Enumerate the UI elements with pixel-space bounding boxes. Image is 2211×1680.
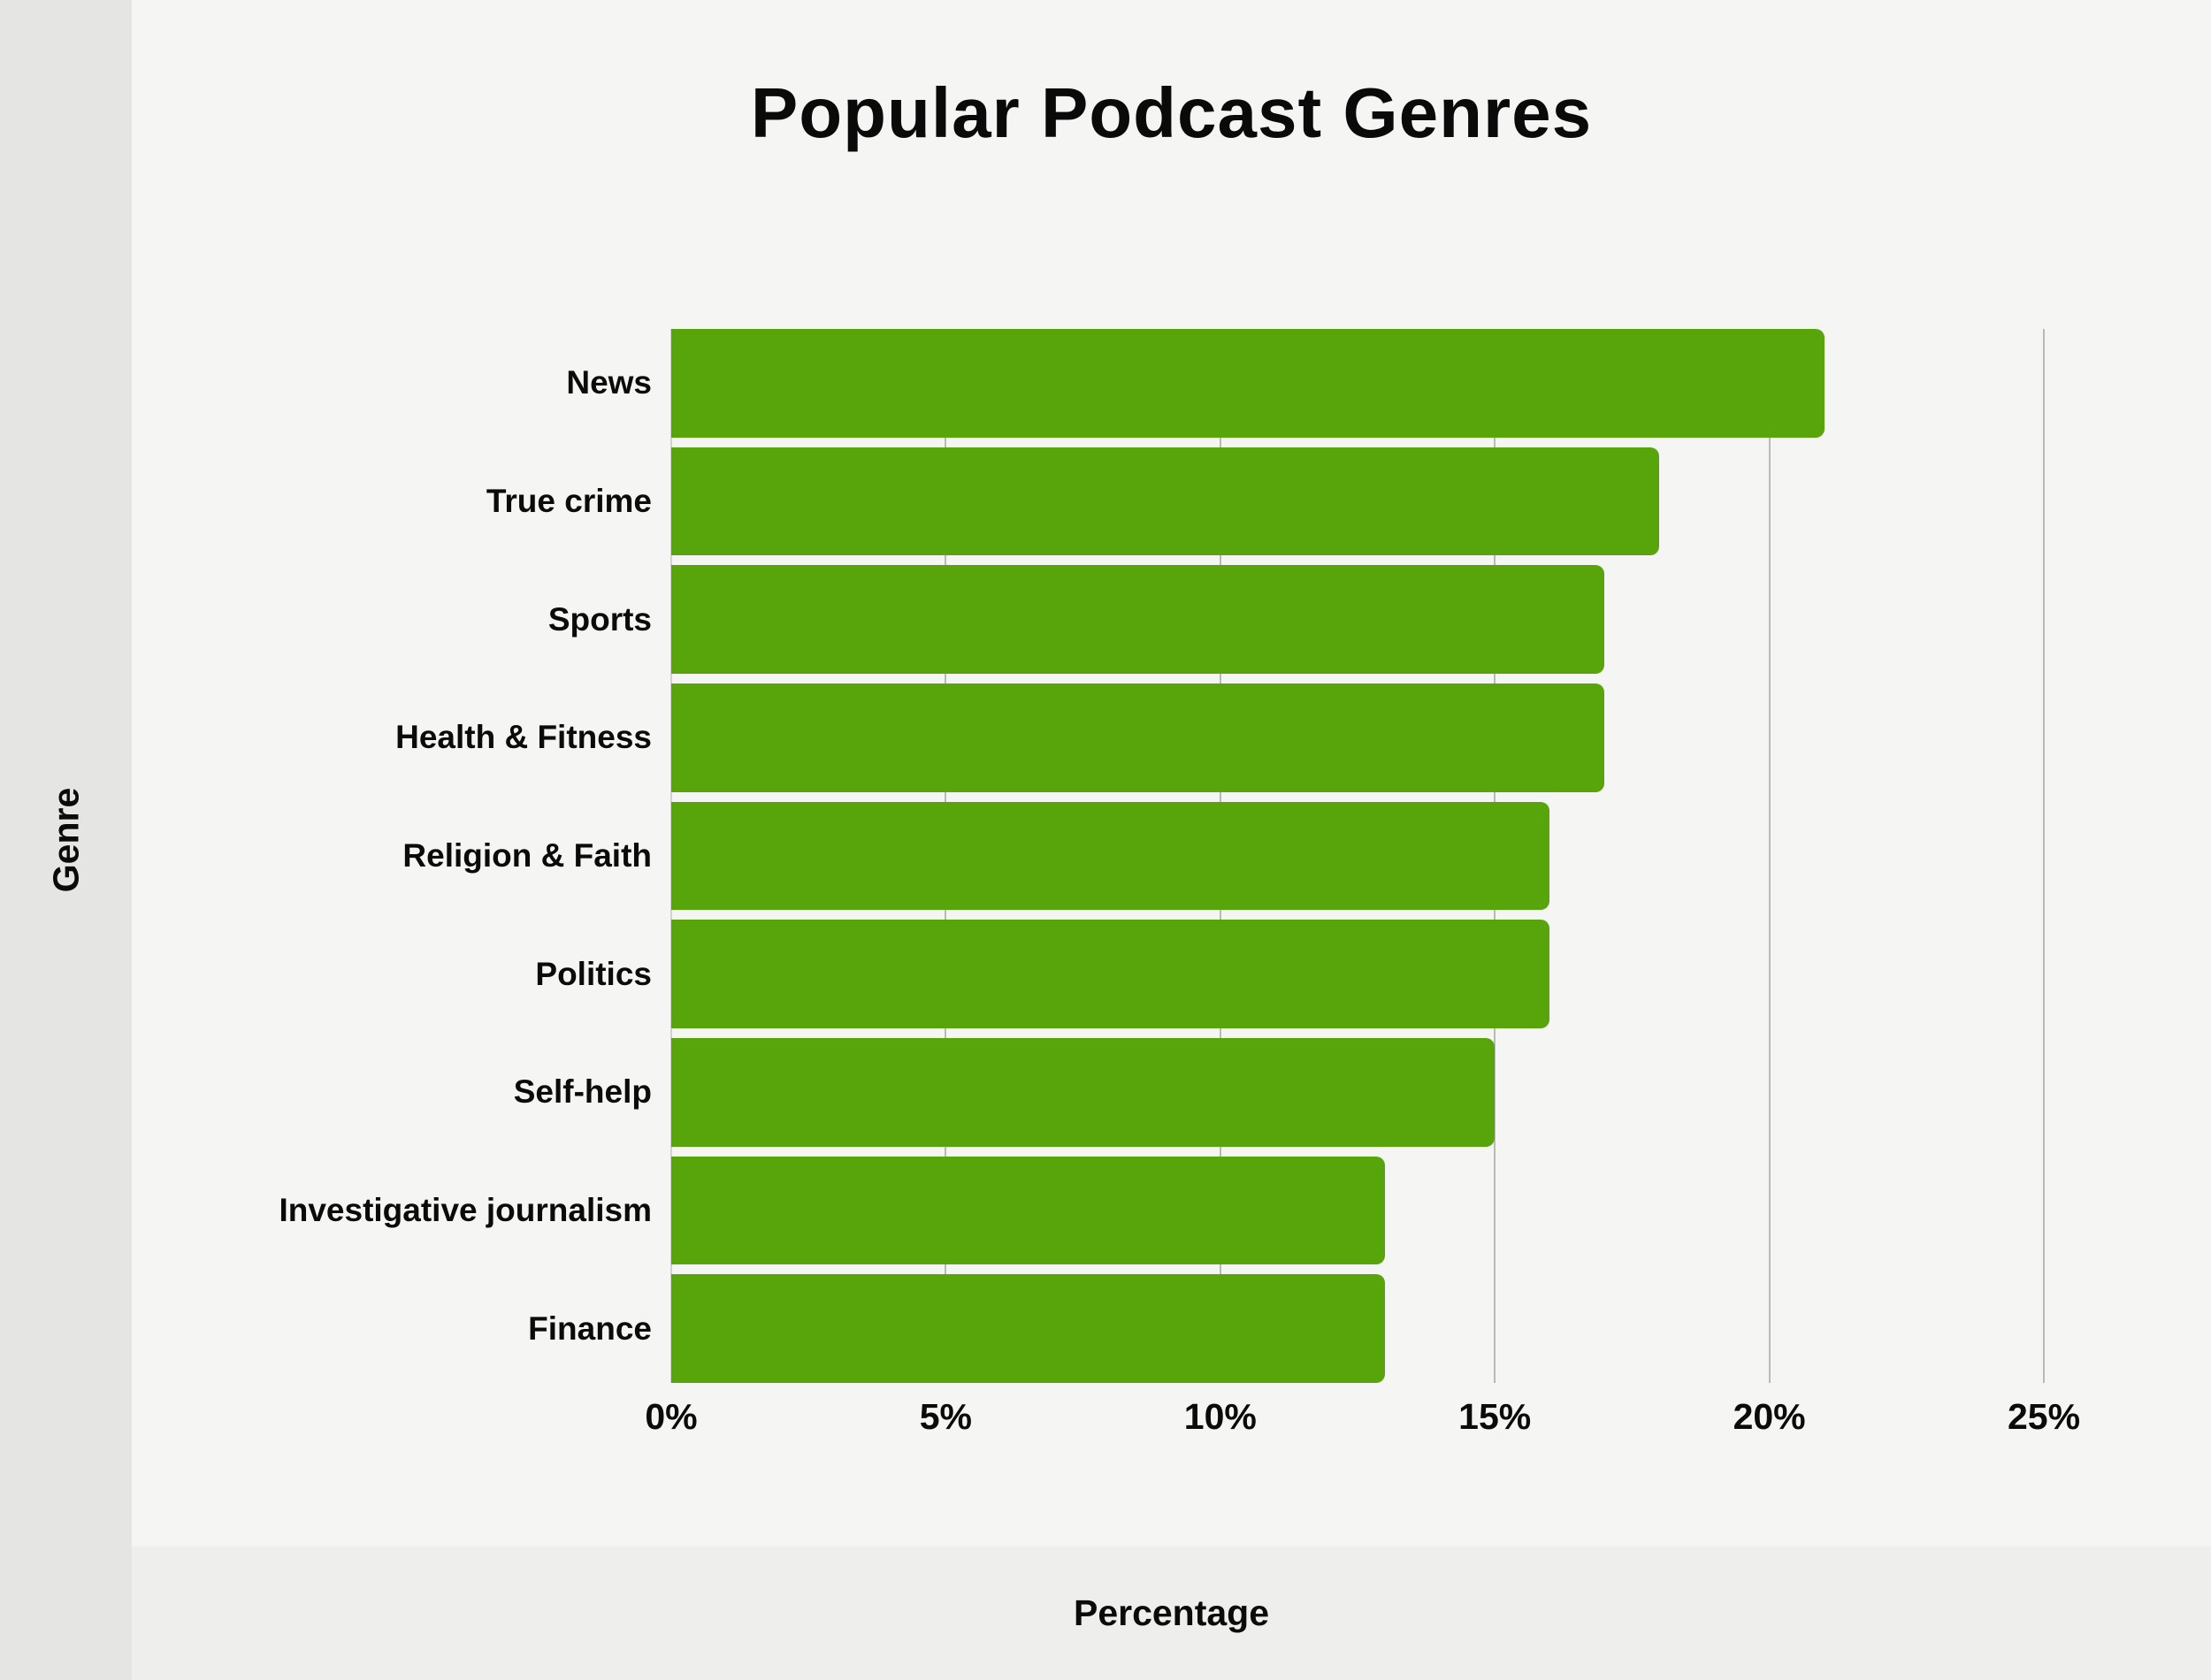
x-tick-label: 10% [1183, 1396, 1257, 1437]
category-label: Politics [535, 955, 652, 992]
x-tick-label: 25% [2007, 1396, 2081, 1437]
bar [671, 1156, 1386, 1265]
gridline [2043, 329, 2045, 1383]
gridline [1768, 329, 1771, 1383]
bar [671, 1274, 1386, 1383]
category-label: Health & Fitness [395, 719, 652, 756]
category-label: Investigative journalism [279, 1191, 652, 1228]
x-axis-ticks: 0% 5% 10% 15% 20% 25% [645, 1394, 2080, 1439]
category-label: Self-help [513, 1073, 652, 1111]
x-tick-label: 15% [1458, 1396, 1532, 1437]
category-label: Sports [547, 600, 652, 638]
y-axis-strip: Genre [0, 0, 132, 1680]
bar [671, 801, 1550, 911]
category-label: Religion & Faith [402, 836, 652, 874]
x-axis-strip: Percentage [132, 1546, 2211, 1680]
x-tick-label: 5% [919, 1396, 973, 1437]
bar [671, 683, 1605, 792]
chart-title: Popular Podcast Genres [750, 73, 1593, 152]
bar [671, 329, 1825, 438]
bars-layer [671, 329, 2044, 1383]
x-tick-label: 20% [1733, 1396, 1806, 1437]
x-axis-label: Percentage [1073, 1592, 1270, 1633]
bar [671, 565, 1605, 674]
category-labels: News True crime Sports Health & Fitness Reli… [0, 329, 652, 1383]
bar [671, 447, 1660, 556]
bar [671, 920, 1550, 1028]
category-label: Finance [528, 1310, 652, 1347]
bar [671, 1038, 1496, 1147]
x-tick-label: 0% [645, 1396, 698, 1437]
category-label: News [566, 364, 652, 401]
category-label: True crime [486, 482, 652, 519]
